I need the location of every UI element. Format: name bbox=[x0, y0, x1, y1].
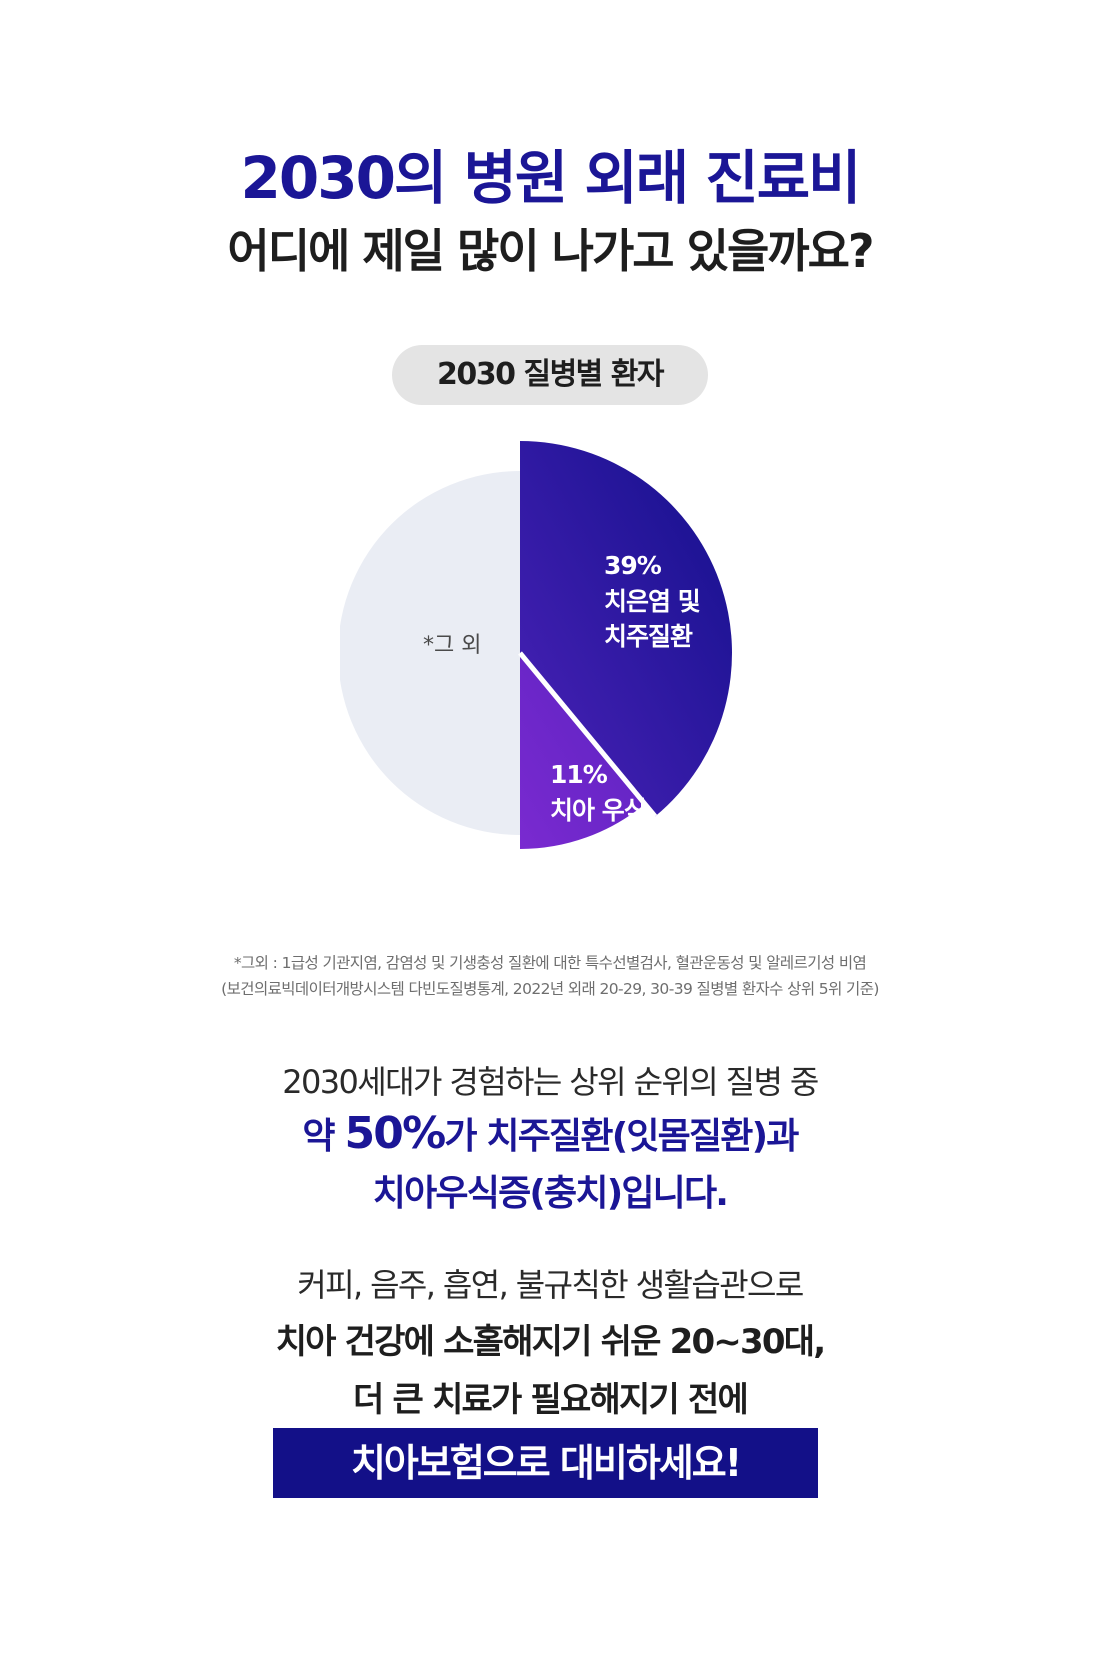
chart-title-badge: 2030 질병별 환자 bbox=[392, 345, 708, 405]
age-group-text: 치아 건강에 소홀해지기 쉬운 20~30대, bbox=[275, 1322, 826, 1362]
pie-value-label-gum-disease: 39% bbox=[604, 551, 662, 580]
highlight-text-1: 약 50%가 치주질환(잇몸질환)과 bbox=[0, 1110, 1100, 1161]
page-subtitle: 어디에 제일 많이 나가고 있을까요? bbox=[227, 224, 874, 278]
pie-name-label-gum-disease-2: 치주질환 bbox=[604, 622, 693, 651]
pie-slice-gum-disease bbox=[520, 441, 732, 817]
pie-slice-other bbox=[340, 471, 520, 835]
footnote-line-1: *그외 : 1급성 기관지염, 감염성 및 기생충성 질환에 대한 특수선별검사… bbox=[233, 954, 867, 972]
intro-text: 2030세대가 경험하는 상위 순위의 질병 중 bbox=[282, 1063, 819, 1101]
pie-name-label-tooth-decay: 치아 우식 bbox=[550, 796, 646, 825]
pie-slice-tooth-decay bbox=[520, 653, 645, 849]
footnote-line-2: (보건의료빅데이터개방시스템 다빈도질병통계, 2022년 외래 20-29, … bbox=[221, 980, 879, 998]
highlight-prefix: 약 bbox=[302, 1116, 345, 1157]
pie-name-label-gum-disease-1: 치은염 및 bbox=[604, 587, 700, 616]
highlight-percent: 50% bbox=[344, 1108, 446, 1159]
pie-chart: 39% 치은염 및 치주질환 11% 치아 우식 *그 외 bbox=[340, 441, 732, 849]
treatment-text: 더 큰 치료가 필요해지기 전에 bbox=[353, 1380, 749, 1420]
highlight-suffix: 가 치주질환(잇몸질환)과 bbox=[444, 1116, 799, 1157]
pie-slice-divider bbox=[518, 651, 658, 818]
pie-value-label-tooth-decay: 11% bbox=[550, 760, 608, 789]
pie-name-label-other: *그 외 bbox=[423, 633, 481, 658]
lifestyle-text: 커피, 음주, 흡연, 불규칙한 생활습관으로 bbox=[297, 1266, 804, 1304]
highlight-text-2: 치아우식증(충치)입니다. bbox=[372, 1173, 729, 1214]
page-title: 2030의 병원 외래 진료비 bbox=[240, 144, 862, 212]
cta-banner: 치아보험으로 대비하세요! bbox=[273, 1428, 818, 1498]
